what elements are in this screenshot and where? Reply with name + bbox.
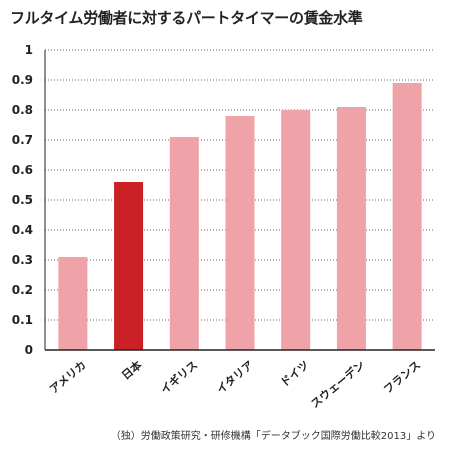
axes: [44, 50, 435, 351]
y-tick-label: 0.7: [12, 133, 33, 147]
chart-title: フルタイム労働者に対するパートタイマーの賃金水準: [10, 9, 363, 27]
source-note: （独）労働政策研究・研修機構「データブック国際労働比較2013」より: [110, 431, 436, 442]
y-tick-label: 0.9: [12, 73, 33, 87]
category-label: アメリカ: [47, 358, 89, 396]
category-label: イタリア: [214, 358, 256, 396]
bar-4: [225, 116, 255, 350]
bar-2: [114, 182, 144, 350]
category-label: イギリス: [158, 358, 201, 397]
bar-5: [281, 110, 311, 350]
y-tick-label: 0.8: [12, 103, 33, 117]
y-tick-labels: 0 0.1 0.2 0.3 0.4 0.5 0.6 0.7 0.8 0.9 1: [12, 43, 33, 357]
category-label: 日本: [119, 358, 145, 383]
category-label: スウェーデン: [308, 358, 368, 411]
y-tick-label: 0.5: [12, 193, 33, 207]
y-tick-label: 0.6: [12, 163, 33, 177]
y-tick-label: 0.4: [12, 223, 33, 237]
y-tick-label: 1: [25, 43, 33, 57]
bar-7: [392, 83, 422, 350]
y-tick-label: 0.1: [12, 313, 33, 327]
y-tick-label: 0: [25, 343, 33, 357]
bar-1: [58, 257, 88, 350]
category-label: フランス: [381, 358, 423, 396]
y-tick-label: 0.2: [12, 283, 33, 297]
y-tick-label: 0.3: [12, 253, 33, 267]
bars: [58, 83, 422, 350]
category-label: ドイツ: [278, 358, 312, 389]
bar-3: [169, 137, 199, 350]
bar-6: [336, 107, 366, 350]
